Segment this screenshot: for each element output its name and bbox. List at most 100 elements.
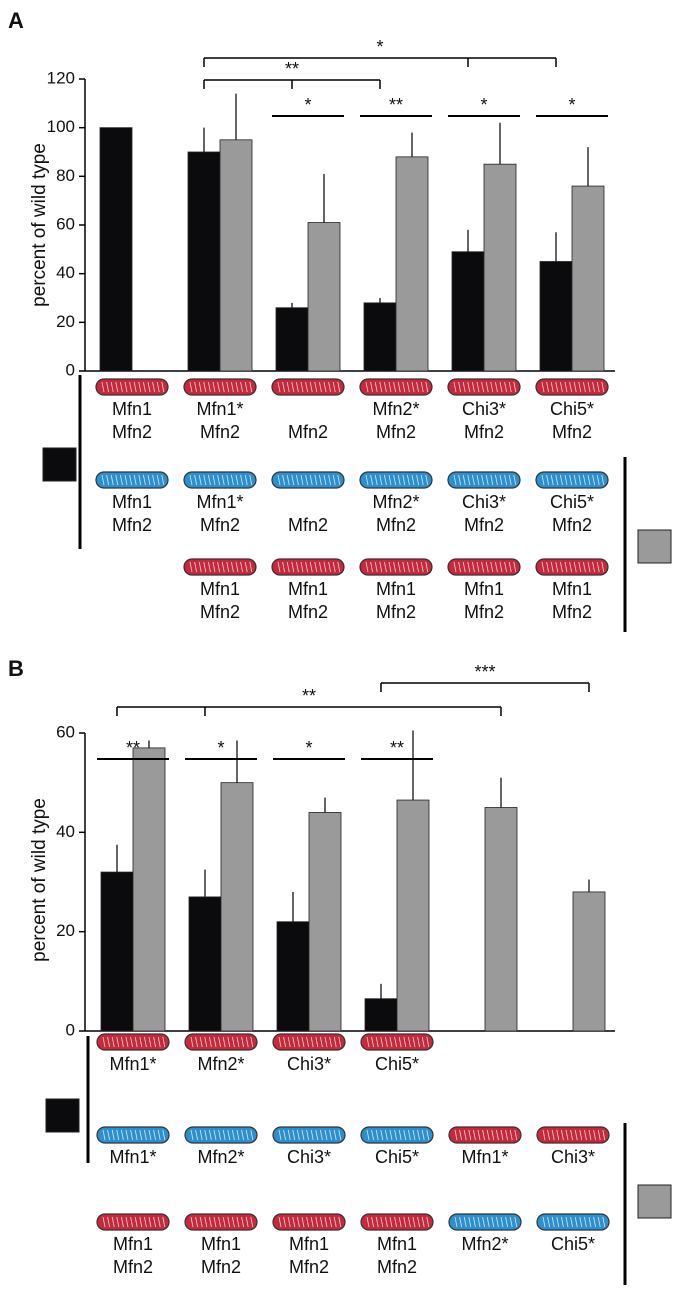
crista <box>403 1129 407 1141</box>
crista <box>241 1036 244 1048</box>
crista <box>601 561 605 573</box>
mitochondrion-body <box>271 558 345 576</box>
crista <box>133 474 137 486</box>
crista <box>468 1216 472 1228</box>
crista <box>453 474 457 486</box>
crista <box>578 474 582 486</box>
crista <box>332 561 336 573</box>
genotype-label: Mfn2 <box>288 602 328 622</box>
crista <box>199 1129 203 1141</box>
crista <box>546 381 549 393</box>
crista <box>218 1129 221 1141</box>
legend-swatch <box>42 447 77 482</box>
crista <box>394 1216 397 1228</box>
genotype-label: Mfn2 <box>552 602 592 622</box>
genotype-label: Mfn1 <box>200 579 240 599</box>
crista <box>204 1129 208 1141</box>
crista <box>162 1036 166 1048</box>
legend-swatch <box>637 1184 672 1219</box>
crista <box>194 474 197 486</box>
crista <box>283 1129 286 1141</box>
crista <box>375 1129 379 1141</box>
crista <box>601 474 605 486</box>
crista <box>134 1129 138 1141</box>
genotype-label: Chi3* <box>287 1054 331 1074</box>
crista <box>408 1036 411 1048</box>
crista <box>505 1216 508 1228</box>
crista <box>407 381 410 393</box>
crista <box>561 1216 564 1228</box>
crista <box>190 1129 194 1141</box>
crista <box>283 1036 286 1048</box>
y-axis-title: percent of wild type <box>29 798 50 962</box>
crista <box>596 474 600 486</box>
crista <box>231 561 234 573</box>
crista <box>454 1129 458 1141</box>
y-tick-label: 20 <box>56 312 75 331</box>
genotype-label: Mfn1 <box>552 579 592 599</box>
crista <box>232 1036 235 1048</box>
crista <box>394 1036 397 1048</box>
mitochondrion-body <box>448 1213 522 1231</box>
crista <box>315 1129 319 1141</box>
crista <box>462 561 466 573</box>
mitochondrion-body <box>359 378 433 396</box>
crista <box>144 1036 147 1048</box>
y-tick-label: 20 <box>56 921 75 940</box>
crista <box>244 381 248 393</box>
crista <box>292 1129 296 1141</box>
crista <box>217 381 220 393</box>
crista <box>371 1216 374 1228</box>
crista <box>388 474 392 486</box>
bar <box>276 921 310 1032</box>
crista <box>157 1129 161 1141</box>
crista <box>499 381 503 393</box>
crista <box>541 381 545 393</box>
y-axis-title: percent of wild type <box>29 143 50 307</box>
crista <box>116 1036 120 1048</box>
genotype-label: Chi3* <box>551 1147 595 1167</box>
crista <box>287 1036 291 1048</box>
crista <box>102 1036 106 1048</box>
crista <box>462 474 466 486</box>
crista <box>296 561 299 573</box>
mitochondrion-body <box>447 558 521 576</box>
crista <box>564 561 568 573</box>
y-tick-label: 40 <box>56 263 75 282</box>
mitochondrion-body <box>360 1033 434 1051</box>
y-tick-label: 0 <box>66 360 75 379</box>
genotype-label: Mfn2 <box>552 422 592 442</box>
genotype-label: Mfn1 <box>201 1234 241 1254</box>
crista <box>310 1216 314 1228</box>
mitochondrion-icon <box>184 1126 258 1144</box>
crista <box>584 1216 587 1228</box>
crista <box>416 474 419 486</box>
crista <box>121 1129 124 1141</box>
mitochondrion-body <box>535 471 609 489</box>
crista <box>292 1036 296 1048</box>
mitochondrion-icon <box>95 378 169 396</box>
significance-label: ** <box>302 686 316 706</box>
genotype-label: Chi5* <box>550 492 594 512</box>
crista <box>231 474 234 486</box>
genotype-label: Mfn2 <box>200 422 240 442</box>
crista <box>573 474 577 486</box>
genotype-label: Chi3* <box>287 1147 331 1167</box>
crista <box>374 561 378 573</box>
crista <box>514 1129 518 1141</box>
genotype-label: Mfn2* <box>461 1234 508 1254</box>
crista <box>227 1036 231 1048</box>
crista <box>421 1129 425 1141</box>
crista <box>148 1216 152 1228</box>
crista <box>564 381 568 393</box>
crista <box>385 1036 388 1048</box>
crista <box>213 1036 217 1048</box>
mitochondrion-icon <box>536 1213 610 1231</box>
crista <box>144 1129 147 1141</box>
crista <box>162 1216 166 1228</box>
crista <box>556 1216 560 1228</box>
crista <box>569 561 572 573</box>
crista <box>587 561 591 573</box>
genotype-label: Mfn2* <box>372 492 419 512</box>
